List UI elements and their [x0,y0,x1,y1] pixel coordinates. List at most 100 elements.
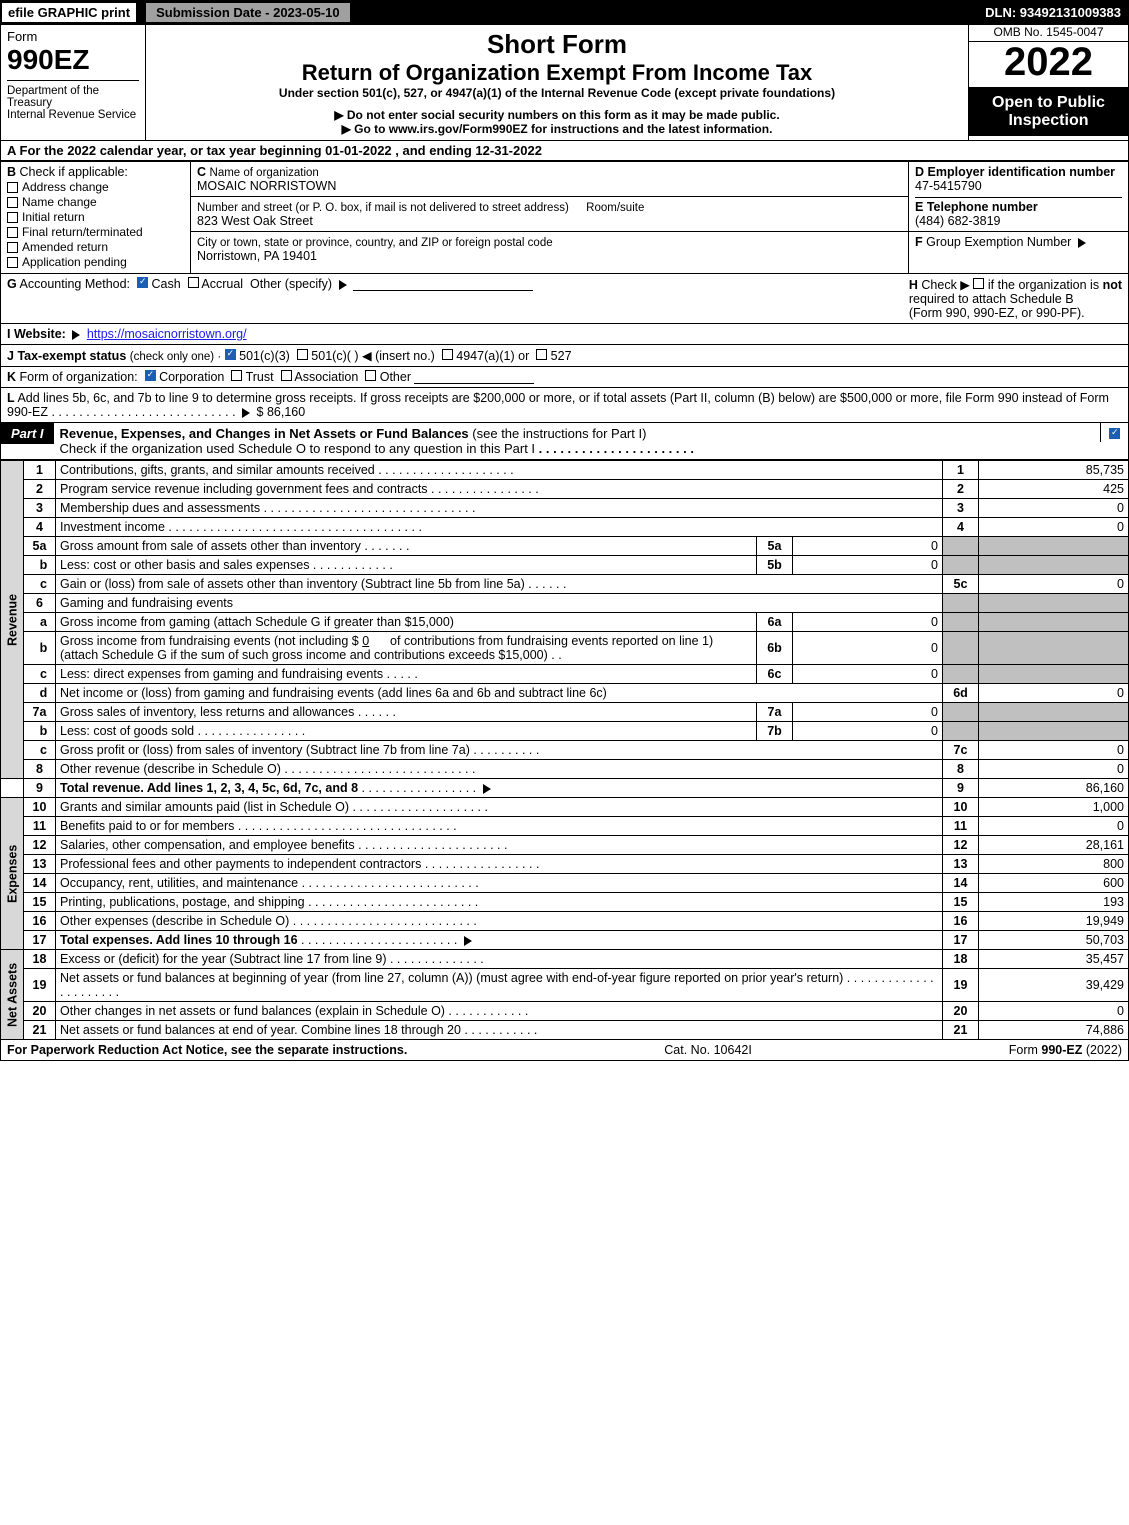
arrow-icon [339,280,347,290]
d-7b: Less: cost of goods sold [60,724,194,738]
efile-print-label: efile GRAPHIC print [0,1,138,24]
goto-link: ▶ Go to www.irs.gov/Form990EZ for instru… [152,122,962,136]
addr-label: Number and street (or P. O. box, if mail… [197,202,569,214]
h-text3: required to attach Schedule B [909,292,1074,306]
ln-5b: b [24,556,56,575]
ein-label: Employer identification number [928,165,1116,179]
lbl-other: Other (specify) [250,277,332,291]
val-12: 28,161 [979,836,1129,855]
ln-15: 15 [24,893,56,912]
h-text4: (Form 990, 990-EZ, or 990-PF). [909,306,1085,320]
part-1-table: Revenue 1 Contributions, gifts, grants, … [0,460,1129,1040]
chk-4947[interactable] [442,349,453,360]
chk-part1-schedule-o[interactable] [1109,428,1120,439]
chk-527[interactable] [536,349,547,360]
ln-6: 6 [24,594,56,613]
chk-cash[interactable] [137,277,148,288]
num-15: 15 [943,893,979,912]
open-to-public: Open to Public Inspection [969,88,1128,136]
mid-n-5a: 5a [757,537,793,556]
chk-corporation[interactable] [145,370,156,381]
chk-association[interactable] [281,370,292,381]
val-1: 85,735 [979,461,1129,480]
arrow-icon [464,936,472,946]
mid-v-7b: 0 [793,722,943,741]
mid-v-5a: 0 [793,537,943,556]
ln-6d: d [24,684,56,703]
lbl-trust: Trust [246,370,274,384]
d-6b-amt: 0 [362,634,369,648]
side-revenue: Revenue [1,461,24,779]
tax-exempt-label: Tax-exempt status [17,349,126,363]
h-text2: if the organization is [988,278,1099,292]
block-j-label: J [7,349,14,363]
city-label: City or town, state or province, country… [197,237,553,249]
num-16: 16 [943,912,979,931]
lbl-cash: Cash [151,277,180,291]
website-link[interactable]: https://mosaicnorristown.org/ [87,327,247,341]
num-3: 3 [943,499,979,518]
lbl-final-return: Final return/terminated [22,225,143,239]
chk-name-change[interactable] [7,197,18,208]
val-4: 0 [979,518,1129,537]
d-6d: Net income or (loss) from gaming and fun… [60,686,607,700]
l-amount: $ 86,160 [257,405,306,419]
chk-app-pending[interactable] [7,257,18,268]
num-10: 10 [943,798,979,817]
num-4: 4 [943,518,979,537]
d-4: Investment income [60,520,165,534]
block-i-label: I [7,327,10,341]
ln-8: 8 [24,760,56,779]
num-11: 11 [943,817,979,836]
chk-h[interactable] [973,278,984,289]
lbl-insert: ◀ (insert no.) [362,349,435,363]
lbl-corporation: Corporation [159,370,224,384]
short-form-title: Short Form [152,29,962,60]
num-12: 12 [943,836,979,855]
shade [979,556,1129,575]
ln-21: 21 [24,1021,56,1040]
shade [943,632,979,665]
ln-16: 16 [24,912,56,931]
chk-trust[interactable] [231,370,242,381]
lbl-amended: Amended return [22,240,108,254]
form-of-org-label: Form of organization: [20,370,138,384]
d-3: Membership dues and assessments [60,501,260,515]
d-7c: Gross profit or (loss) from sales of inv… [60,743,470,757]
chk-amended[interactable] [7,242,18,253]
d-13: Professional fees and other payments to … [60,857,421,871]
main-title: Return of Organization Exempt From Incom… [152,60,962,86]
ln-12: 12 [24,836,56,855]
other-specify-blank [353,279,533,291]
chk-other-org[interactable] [365,370,376,381]
num-19: 19 [943,969,979,1002]
shade [943,703,979,722]
ln-4: 4 [24,518,56,537]
part-1-title: Revenue, Expenses, and Changes in Net As… [60,426,469,441]
shade [943,722,979,741]
d-6: Gaming and fundraising events [60,596,233,610]
row-a-text: For the 2022 calendar year, or tax year … [20,143,542,158]
num-21: 21 [943,1021,979,1040]
city-value: Norristown, PA 19401 [197,249,317,263]
chk-501c[interactable] [297,349,308,360]
ln-11: 11 [24,817,56,836]
val-8: 0 [979,760,1129,779]
val-7c: 0 [979,741,1129,760]
chk-501c3[interactable] [225,349,236,360]
d-8: Other revenue (describe in Schedule O) [60,762,281,776]
d-5a: Gross amount from sale of assets other t… [60,539,361,553]
val-19: 39,429 [979,969,1129,1002]
top-bar: efile GRAPHIC print Submission Date - 20… [0,0,1129,24]
ln-20: 20 [24,1002,56,1021]
room-label: Room/suite [586,202,644,214]
row-j: J Tax-exempt status (check only one) · 5… [0,345,1129,367]
chk-address-change[interactable] [7,182,18,193]
shade [979,703,1129,722]
block-k-label: K [7,370,16,384]
chk-final-return[interactable] [7,227,18,238]
mid-v-7a: 0 [793,703,943,722]
ln-6c: c [24,665,56,684]
chk-accrual[interactable] [188,277,199,288]
chk-initial-return[interactable] [7,212,18,223]
